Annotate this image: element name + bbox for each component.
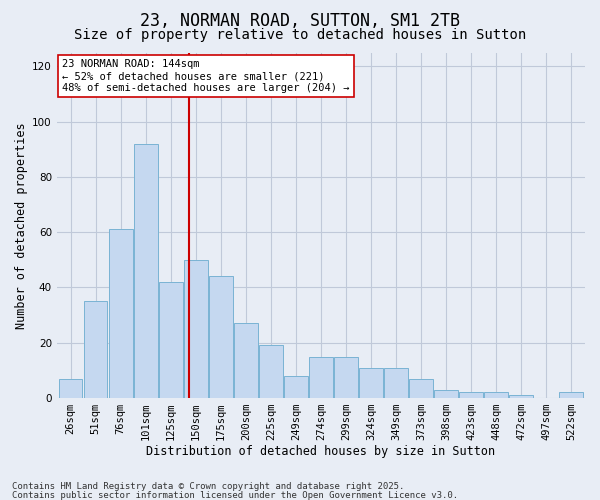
X-axis label: Distribution of detached houses by size in Sutton: Distribution of detached houses by size … [146,444,496,458]
Bar [459,392,483,398]
Text: Contains public sector information licensed under the Open Government Licence v3: Contains public sector information licen… [12,490,458,500]
Bar [259,346,283,398]
Bar [59,378,82,398]
Bar [209,276,233,398]
Bar [109,230,133,398]
Bar [134,144,158,398]
Bar [359,368,383,398]
Bar [384,368,408,398]
Bar [184,260,208,398]
Bar [284,376,308,398]
Bar [559,392,583,398]
Bar [83,301,107,398]
Text: 23, NORMAN ROAD, SUTTON, SM1 2TB: 23, NORMAN ROAD, SUTTON, SM1 2TB [140,12,460,30]
Bar [309,356,333,398]
Text: Contains HM Land Registry data © Crown copyright and database right 2025.: Contains HM Land Registry data © Crown c… [12,482,404,491]
Bar [234,324,257,398]
Y-axis label: Number of detached properties: Number of detached properties [15,122,28,328]
Bar [434,390,458,398]
Bar [484,392,508,398]
Text: Size of property relative to detached houses in Sutton: Size of property relative to detached ho… [74,28,526,42]
Bar [409,378,433,398]
Bar [334,356,358,398]
Bar [159,282,182,398]
Text: 23 NORMAN ROAD: 144sqm
← 52% of detached houses are smaller (221)
48% of semi-de: 23 NORMAN ROAD: 144sqm ← 52% of detached… [62,60,350,92]
Bar [509,395,533,398]
